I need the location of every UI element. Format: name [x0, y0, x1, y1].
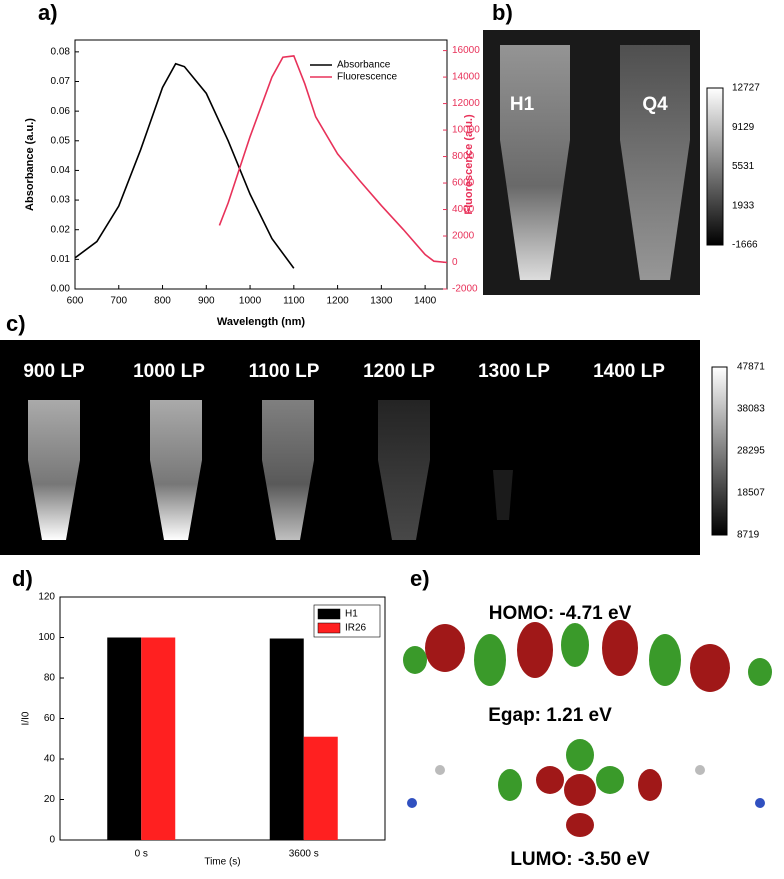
bar	[269, 638, 304, 840]
bar	[141, 637, 176, 840]
series-line	[218, 55, 448, 264]
legend-swatch	[317, 608, 341, 620]
tube	[620, 45, 690, 280]
y2-tick-label: 0	[452, 257, 458, 268]
y-tick-label: 80	[44, 673, 56, 684]
y-axis-label: Absorbance (a.u.)	[24, 118, 36, 211]
panel-label: c)	[6, 311, 26, 336]
plot-frame	[74, 39, 448, 290]
x-axis-label: Wavelength (nm)	[217, 316, 306, 328]
y-tick-label: 20	[44, 794, 56, 805]
colorbar-label: 12727	[732, 83, 760, 94]
y-tick-label: 0.02	[51, 224, 71, 235]
colorbar-label: 28295	[737, 446, 765, 457]
bar	[107, 637, 142, 840]
colorbar-label: 18507	[737, 488, 765, 499]
y2-axis-label: Fluorescence (a.u.)	[463, 114, 475, 215]
y-tick-label: 0.03	[51, 195, 71, 206]
x-axis-label: Time (s)	[204, 857, 240, 868]
bar	[303, 736, 338, 840]
y-tick-label: 0.04	[51, 165, 71, 176]
y2-tick-label: 8000	[452, 151, 475, 162]
homo-label: HOMO: -4.71 eV	[489, 603, 632, 624]
panel-label: e)	[410, 566, 430, 591]
x-tick-label: 1300	[370, 296, 393, 307]
molecule-images	[403, 620, 772, 837]
x-tick-label: 0 s	[135, 849, 148, 860]
tubes	[28, 400, 513, 540]
lumo-label: LUMO: -3.50 eV	[510, 849, 650, 870]
y-axis-label: I/I0	[21, 711, 32, 725]
y-tick-label: 0.00	[51, 284, 71, 295]
x-tick-label: 700	[110, 296, 127, 307]
legend-label: H1	[345, 609, 358, 620]
y2-tick-label: 16000	[452, 45, 480, 56]
tube-label: Q4	[642, 94, 668, 115]
x-tick-label: 1100	[283, 296, 305, 307]
egap-label: Egap: 1.21 eV	[488, 705, 612, 726]
y2-tick-label: 4000	[452, 204, 475, 215]
legend-frame	[313, 604, 381, 638]
legend-label: Absorbance	[337, 60, 391, 71]
filter-label: 900 LP	[23, 361, 85, 382]
tube	[500, 45, 570, 280]
y2-tick-label: 10000	[452, 125, 480, 136]
x-tick-label: 1200	[326, 296, 349, 307]
legend-swatch	[317, 622, 341, 634]
colorbar-label: 5531	[732, 161, 755, 172]
y2-tick-label: 14000	[452, 72, 480, 83]
x-tick-label: 900	[198, 296, 215, 307]
y2-tick-label: 6000	[452, 178, 475, 189]
tube-label: H1	[510, 94, 535, 115]
x-tick-label: 3600 s	[289, 849, 319, 860]
colorbar	[706, 87, 724, 246]
x-tick-label: 1000	[239, 296, 262, 307]
panel-label: b)	[492, 0, 513, 25]
y2-tick-label: -2000	[452, 284, 478, 295]
y-tick-label: 0.07	[51, 76, 71, 87]
legend-label: Fluorescence	[337, 72, 397, 83]
y-tick-label: 0.08	[51, 46, 71, 57]
y-tick-label: 100	[38, 632, 55, 643]
colorbar-label: 47871	[737, 362, 765, 373]
image-c	[0, 340, 700, 555]
y2-tick-label: 2000	[452, 231, 475, 242]
y-tick-label: 40	[44, 754, 56, 765]
legend-label: IR26	[345, 623, 367, 634]
filter-label: 1400 LP	[593, 361, 665, 382]
series-line	[74, 62, 295, 269]
colorbar-label: 8719	[737, 530, 760, 541]
x-tick-label: 800	[154, 296, 171, 307]
panel-label: a)	[38, 0, 58, 25]
y-tick-label: 0.01	[51, 254, 71, 265]
colorbar-label: 1933	[732, 200, 755, 211]
y-tick-label: 0	[49, 835, 55, 846]
y-tick-label: 0.06	[51, 106, 71, 117]
colorbar	[711, 366, 728, 536]
y-tick-label: 0.05	[51, 135, 71, 146]
colorbar-label: 9129	[732, 122, 755, 133]
colorbar-label: -1666	[732, 240, 758, 251]
filter-label: 1000 LP	[133, 361, 205, 382]
y-tick-label: 120	[38, 592, 55, 603]
x-tick-label: 600	[67, 296, 84, 307]
colorbar-label: 38083	[737, 404, 765, 415]
y-tick-label: 60	[44, 713, 56, 724]
panel-label: d)	[12, 566, 33, 591]
filter-label: 1100 LP	[249, 361, 320, 382]
y2-tick-label: 12000	[452, 98, 480, 109]
filter-label: 1300 LP	[478, 361, 550, 382]
filter-label: 1200 LP	[363, 361, 435, 382]
x-tick-label: 1400	[414, 296, 437, 307]
